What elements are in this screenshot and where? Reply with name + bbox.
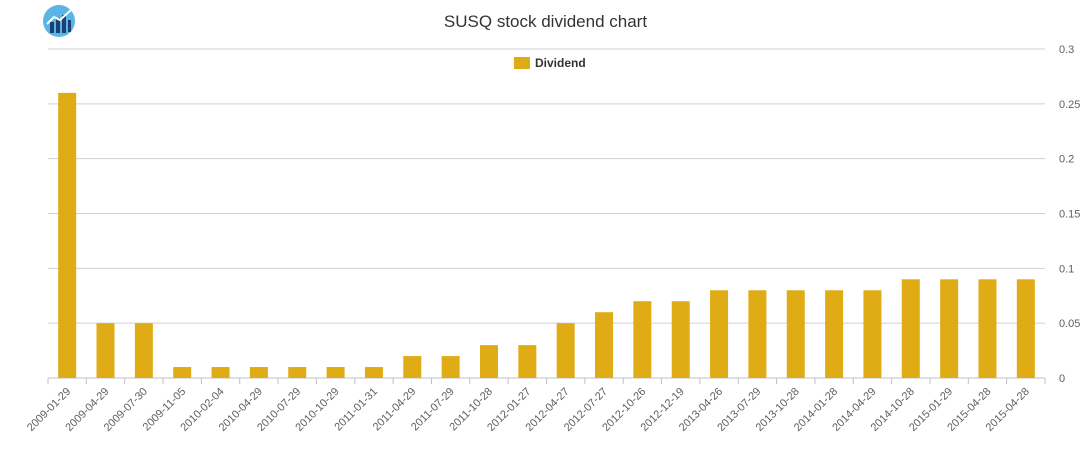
bar — [518, 345, 537, 378]
bar — [173, 367, 192, 378]
bar — [364, 367, 383, 378]
bar-chart-logo-icon — [43, 5, 75, 37]
y-tick-label: 0.15 — [1059, 209, 1080, 221]
bar — [1016, 279, 1035, 378]
y-tick-label: 0 — [1059, 373, 1065, 385]
y-tick-label: 0.2 — [1059, 154, 1074, 166]
bar — [633, 301, 652, 378]
bar — [671, 301, 690, 378]
bar — [249, 367, 268, 378]
y-tick-label: 0.05 — [1059, 318, 1080, 330]
legend-label: Dividend — [535, 56, 586, 70]
y-tick-label: 0.25 — [1059, 99, 1080, 111]
bar — [441, 356, 460, 378]
y-tick-label: 0.1 — [1059, 263, 1074, 275]
chart-title: SUSQ stock dividend chart — [443, 12, 648, 31]
bar — [863, 290, 882, 378]
bar — [786, 290, 805, 378]
bar — [901, 279, 920, 378]
bar — [58, 92, 77, 378]
bar — [940, 279, 959, 378]
bar — [403, 356, 422, 378]
bar — [211, 367, 230, 378]
bar — [96, 323, 115, 378]
bar — [595, 312, 614, 378]
bar — [134, 323, 153, 378]
bar — [556, 323, 575, 378]
bar — [825, 290, 844, 378]
bar — [978, 279, 997, 378]
bar — [326, 367, 345, 378]
bar — [748, 290, 767, 378]
bar — [710, 290, 729, 378]
y-tick-label: 0.3 — [1059, 44, 1074, 56]
legend-swatch — [514, 57, 530, 69]
bar — [288, 367, 307, 378]
bar — [479, 345, 498, 378]
